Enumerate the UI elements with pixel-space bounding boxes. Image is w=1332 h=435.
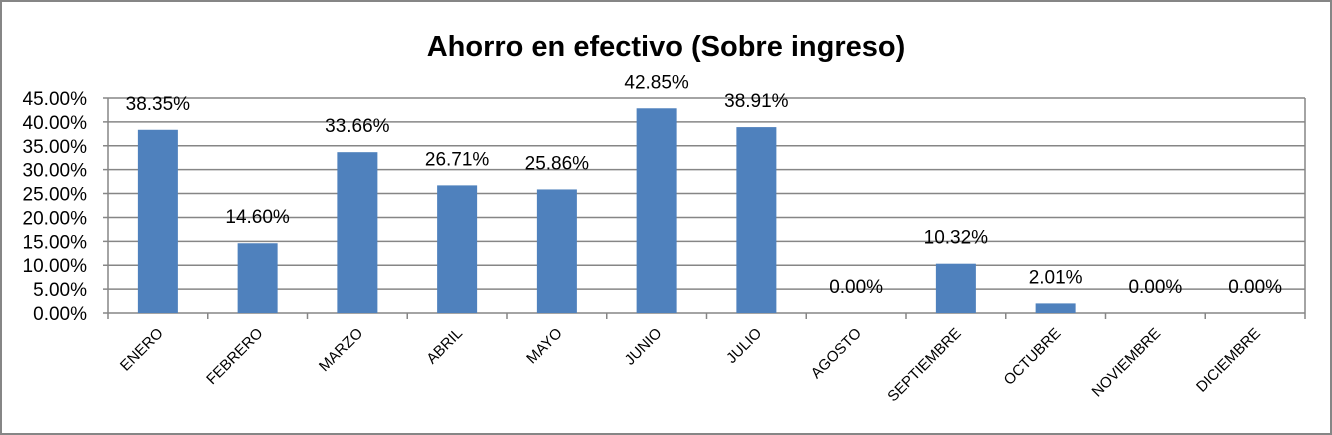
bar-septiembre (935, 263, 976, 313)
data-label: 33.66% (325, 116, 390, 137)
data-label: 0.00% (1228, 277, 1282, 298)
bar-febrero (237, 243, 278, 313)
data-label: 42.85% (624, 72, 689, 93)
bar-julio (736, 127, 777, 313)
data-label: 2.01% (1029, 267, 1083, 288)
data-label: 26.71% (425, 149, 490, 170)
y-tick-label: 30.00% (23, 161, 88, 182)
bar-mayo (536, 189, 577, 313)
data-label: 0.00% (1128, 277, 1182, 298)
y-tick-label: 10.00% (23, 256, 88, 277)
data-label: 14.60% (225, 207, 290, 228)
y-tick-label: 15.00% (23, 232, 88, 253)
y-tick-label: 20.00% (23, 208, 88, 229)
bar-marzo (337, 152, 378, 313)
y-tick-label: 45.00% (23, 89, 88, 110)
y-tick-label: 35.00% (23, 137, 88, 158)
y-tick-label: 40.00% (23, 113, 88, 134)
bar-junio (636, 108, 677, 314)
bar-abril (437, 185, 478, 313)
bar-enero (137, 129, 178, 313)
y-tick-label: 25.00% (23, 185, 88, 206)
data-label: 0.00% (829, 277, 883, 298)
data-label: 10.32% (924, 228, 989, 249)
data-label: 25.86% (525, 153, 590, 174)
y-tick-label: 0.00% (33, 304, 87, 325)
y-tick-label: 5.00% (33, 280, 87, 301)
data-label: 38.35% (126, 94, 191, 115)
data-label: 38.91% (724, 91, 789, 112)
bar-octubre (1035, 303, 1076, 313)
chart-title: Ahorro en efectivo (Sobre ingreso) (427, 31, 906, 63)
